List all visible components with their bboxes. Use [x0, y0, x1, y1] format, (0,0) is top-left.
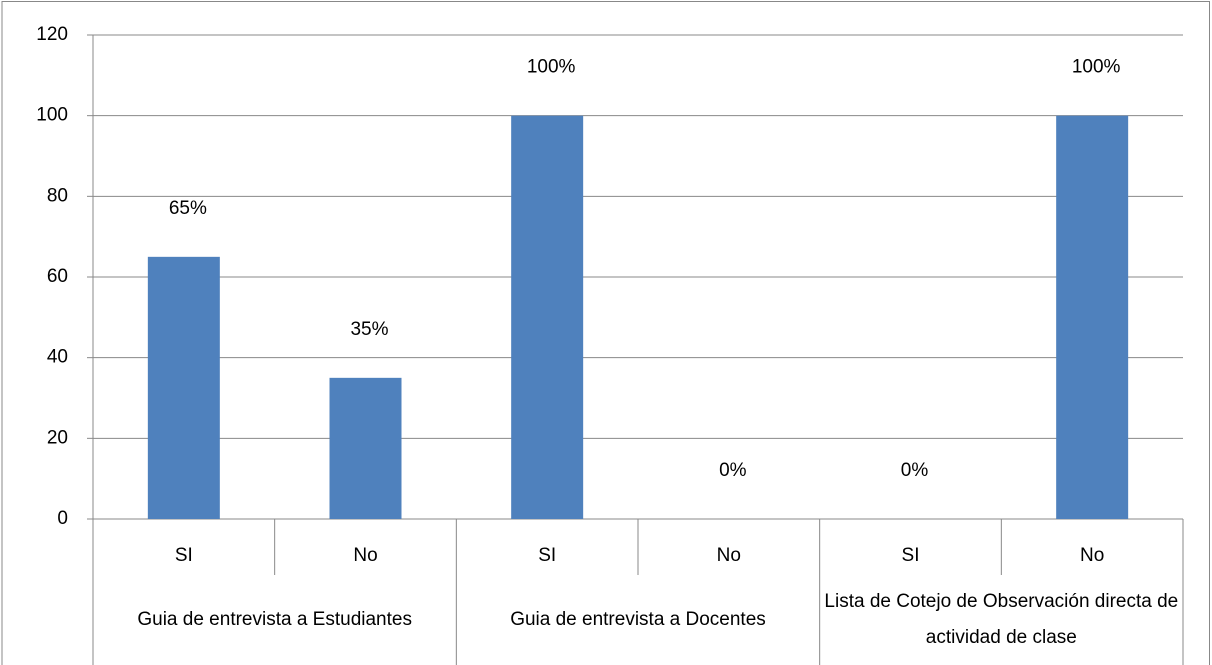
value-label: 100% [527, 57, 576, 78]
bar [1056, 115, 1129, 520]
y-tick-label: 40 [47, 347, 68, 368]
group-label: Guia de entrevista a Estudiantes [137, 609, 412, 630]
x-tick-label: No [353, 545, 377, 566]
y-tick-label: 20 [47, 427, 68, 448]
group-label: Lista de Cotejo de Observación directa d… [824, 591, 1179, 648]
value-label: 35% [350, 319, 388, 340]
y-tick-label: 100 [36, 105, 68, 126]
value-label: 100% [1072, 57, 1121, 78]
value-label: 0% [719, 460, 747, 481]
y-tick-label: 80 [47, 185, 68, 206]
y-tick-label: 60 [47, 266, 68, 287]
x-tick-label: SI [902, 545, 920, 566]
x-tick-label: No [1080, 545, 1104, 566]
y-tick-label: 120 [36, 24, 68, 45]
bar [511, 115, 584, 520]
x-tick-label: SI [538, 545, 556, 566]
x-tick-label: SI [175, 545, 193, 566]
value-label: 65% [169, 198, 207, 219]
y-tick-label: 0 [57, 508, 68, 529]
bar [329, 377, 402, 519]
group-label: Guia de entrevista a Docentes [510, 609, 766, 630]
x-tick-label: No [717, 545, 741, 566]
bar [147, 256, 220, 519]
value-label: 0% [901, 460, 929, 481]
